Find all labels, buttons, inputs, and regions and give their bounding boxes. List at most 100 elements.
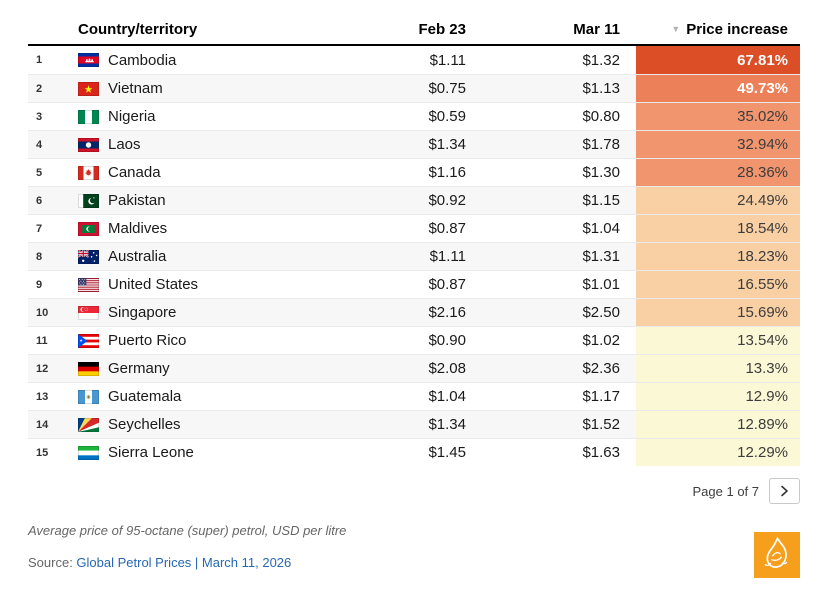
country-cell: Australia bbox=[78, 248, 306, 265]
country-cell: Puerto Rico bbox=[78, 332, 306, 349]
nigeria-flag-icon bbox=[78, 109, 99, 124]
mar11-value: $1.78 bbox=[582, 136, 620, 153]
table-row: 5 Canada $1.16 $1.30 28.36% bbox=[28, 158, 800, 186]
country-cell: Nigeria bbox=[78, 108, 306, 125]
country-cell: Guatemala bbox=[78, 388, 306, 405]
footnote: Average price of 95-octane (super) petro… bbox=[28, 523, 347, 538]
country-cell: Seychelles bbox=[78, 416, 306, 433]
rank-cell: 12 bbox=[36, 362, 49, 375]
col-header-country-label: Country/territory bbox=[78, 20, 198, 38]
singapore-flag-icon bbox=[78, 305, 99, 320]
feb23-value: $1.34 bbox=[428, 416, 466, 433]
price-increase-value: 35.02% bbox=[636, 103, 800, 130]
table-row: 6 Pakistan $0.92 $1.15 24.49% bbox=[28, 186, 800, 214]
mar11-value: $1.01 bbox=[582, 276, 620, 293]
mar11-value: $2.36 bbox=[582, 360, 620, 377]
country-cell: Singapore bbox=[78, 304, 306, 321]
mar11-value: $1.15 bbox=[582, 192, 620, 209]
country-name: Singapore bbox=[108, 304, 177, 321]
feb23-value: $2.08 bbox=[428, 360, 466, 377]
country-name: Vietnam bbox=[108, 80, 163, 97]
table-row: 4 Laos $1.34 $1.78 32.94% bbox=[28, 130, 800, 158]
mar11-value: $2.50 bbox=[582, 304, 620, 321]
feb23-value: $1.11 bbox=[429, 51, 466, 69]
maldives-flag-icon bbox=[78, 221, 99, 236]
next-page-button[interactable] bbox=[769, 478, 800, 504]
table-row: 2 Vietnam $0.75 $1.13 49.73% bbox=[28, 74, 800, 102]
feb23-value: $0.92 bbox=[428, 192, 466, 209]
rank-cell: 13 bbox=[36, 390, 49, 403]
feb23-value: $0.59 bbox=[428, 108, 466, 125]
rank-cell: 6 bbox=[36, 194, 43, 207]
col-header-price-increase[interactable]: ▼ Price increase bbox=[636, 21, 800, 38]
feb23-value: $2.16 bbox=[428, 304, 466, 321]
country-name: Laos bbox=[108, 136, 141, 153]
price-increase-value: 15.69% bbox=[636, 299, 800, 326]
feb23-value: $0.87 bbox=[428, 276, 466, 293]
price-increase-value: 28.36% bbox=[636, 159, 800, 186]
rank-cell: 1 bbox=[36, 54, 43, 66]
source-link[interactable]: Global Petrol Prices | March 11, 2026 bbox=[76, 555, 292, 570]
page-indicator: Page 1 of 7 bbox=[692, 483, 760, 499]
price-increase-value: 16.55% bbox=[636, 271, 800, 298]
puerto-rico-flag-icon bbox=[78, 333, 99, 348]
germany-flag-icon bbox=[78, 361, 99, 376]
rank-cell: 3 bbox=[36, 110, 43, 123]
table-row: 3 Nigeria $0.59 $0.80 35.02% bbox=[28, 102, 800, 130]
country-cell: Germany bbox=[78, 360, 306, 377]
mar11-value: $1.02 bbox=[582, 332, 620, 349]
price-increase-value: 67.81% bbox=[636, 46, 800, 74]
country-name: Guatemala bbox=[108, 388, 182, 405]
table-row: 10 Singapore $2.16 $2.50 15.69% bbox=[28, 298, 800, 326]
table-row: 11 Puerto Rico $0.90 $1.02 13.54% bbox=[28, 326, 800, 354]
mar11-value: $1.31 bbox=[582, 248, 620, 265]
rank-cell: 9 bbox=[36, 278, 43, 291]
country-cell: Sierra Leone bbox=[78, 444, 306, 461]
sort-desc-icon: ▼ bbox=[671, 24, 681, 34]
canada-flag-icon bbox=[78, 165, 99, 180]
rank-cell: 11 bbox=[36, 334, 48, 347]
rank-cell: 2 bbox=[36, 82, 43, 95]
country-cell: United States bbox=[78, 276, 306, 293]
country-name: Sierra Leone bbox=[108, 444, 194, 461]
rank-cell: 10 bbox=[36, 306, 49, 319]
feb23-value: $1.11 bbox=[429, 248, 466, 265]
country-name: Canada bbox=[108, 164, 161, 181]
col-header-country[interactable]: Country/territory bbox=[78, 21, 306, 38]
col-header-mar11[interactable]: Mar 11 bbox=[466, 21, 620, 38]
country-name: Australia bbox=[108, 248, 167, 265]
price-increase-value: 13.3% bbox=[636, 355, 800, 382]
mar11-value: $1.17 bbox=[582, 388, 620, 405]
mar11-value: $1.04 bbox=[582, 220, 620, 237]
table-row: 15 Sierra Leone $1.45 $1.63 12.29% bbox=[28, 438, 800, 466]
sierra-leone-flag-icon bbox=[78, 445, 99, 460]
seychelles-flag-icon bbox=[78, 417, 99, 432]
australia-flag-icon bbox=[78, 249, 99, 264]
table-row: 1 Cambodia $1.11 $1.32 67.81% bbox=[28, 46, 800, 74]
price-increase-value: 18.23% bbox=[636, 243, 800, 270]
laos-flag-icon bbox=[78, 137, 99, 152]
source-line: Source: Global Petrol Prices | March 11,… bbox=[28, 555, 800, 570]
country-cell: Vietnam bbox=[78, 80, 306, 97]
table-row: 7 Maldives $0.87 $1.04 18.54% bbox=[28, 214, 800, 242]
country-name: Cambodia bbox=[108, 51, 177, 69]
feb23-value: $0.87 bbox=[428, 220, 466, 237]
mar11-value: $1.32 bbox=[582, 51, 620, 69]
rank-cell: 8 bbox=[36, 250, 43, 263]
feb23-value: $0.75 bbox=[428, 80, 466, 97]
rank-cell: 15 bbox=[36, 446, 49, 459]
col-header-feb23[interactable]: Feb 23 bbox=[306, 21, 466, 38]
vietnam-flag-icon bbox=[78, 81, 99, 96]
price-increase-value: 18.54% bbox=[636, 215, 800, 242]
rank-cell: 4 bbox=[36, 138, 43, 151]
country-name: Nigeria bbox=[108, 108, 156, 125]
country-name: Germany bbox=[108, 360, 170, 377]
table-row: 8 Australia $1.11 $1.31 18.23% bbox=[28, 242, 800, 270]
col-header-feb23-label: Feb 23 bbox=[418, 20, 466, 38]
country-cell: Cambodia bbox=[78, 52, 306, 69]
country-cell: Canada bbox=[78, 164, 306, 181]
guatemala-flag-icon bbox=[78, 389, 99, 404]
price-increase-value: 12.9% bbox=[636, 383, 800, 410]
price-increase-value: 13.54% bbox=[636, 327, 800, 354]
